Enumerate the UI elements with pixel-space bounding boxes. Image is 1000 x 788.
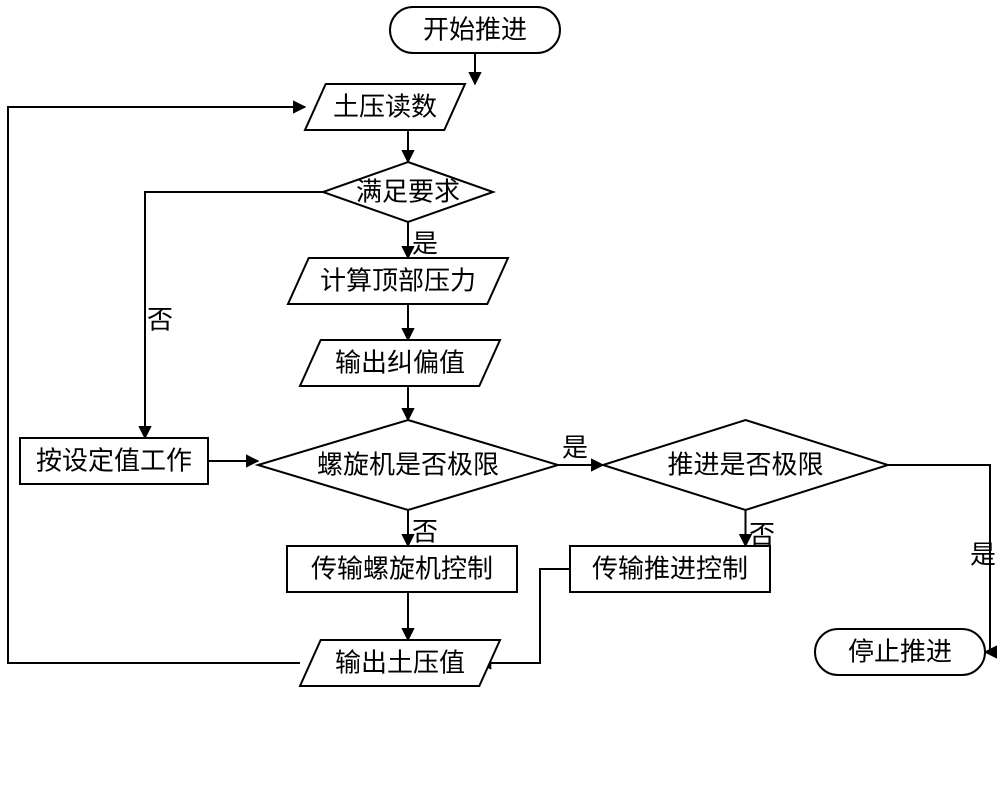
node-pushCtrl: 传输推进控制: [570, 546, 770, 592]
edge-label: 是: [412, 230, 438, 259]
nodes-calcTop-label-label: 计算顶部压力: [320, 267, 476, 296]
node-outCorr: 输出纠偏值: [300, 340, 500, 386]
nodes-pushLimit-label-label: 推进是否极限: [667, 451, 823, 480]
flowchart-canvas: 是否是否否是开始推进土压读数满足要求计算顶部压力输出纠偏值螺旋机是否极限推进是否…: [0, 0, 1000, 788]
node-outEP: 输出土压值: [300, 640, 500, 686]
nodes-start-label-label: 开始推进: [423, 16, 527, 45]
node-stop: 停止推进: [815, 629, 985, 675]
node-pushLimit: 推进是否极限: [603, 420, 888, 510]
node-readEP: 土压读数: [305, 84, 465, 130]
edge-label: 是: [562, 434, 588, 463]
nodes-pushCtrl-label-label: 传输推进控制: [592, 555, 748, 584]
edge-label: 否: [412, 518, 438, 547]
nodes-screwLimit-label-label: 螺旋机是否极限: [317, 451, 499, 480]
nodes-readEP-label-label: 土压读数: [333, 93, 437, 122]
edge-label: 是: [970, 541, 996, 570]
node-reqOK: 满足要求: [323, 162, 493, 222]
node-calcTop: 计算顶部压力: [288, 258, 508, 304]
edge-label: 否: [147, 306, 173, 335]
nodes-screwCtrl-label-label: 传输螺旋机控制: [311, 555, 493, 584]
nodes-reqOK-label-label: 满足要求: [356, 178, 460, 207]
nodes-stop-label-label: 停止推进: [848, 638, 952, 667]
nodes-outEP-label-label: 输出土压值: [335, 649, 465, 678]
node-screwLimit: 螺旋机是否极限: [258, 420, 558, 510]
node-start: 开始推进: [390, 7, 560, 53]
nodes-workSet-label-label: 按设定值工作: [36, 447, 192, 476]
edge-outEP-readEP: [8, 107, 305, 663]
node-screwCtrl: 传输螺旋机控制: [287, 546, 517, 592]
nodes-outCorr-label-label: 输出纠偏值: [335, 349, 465, 378]
node-workSet: 按设定值工作: [20, 438, 208, 484]
